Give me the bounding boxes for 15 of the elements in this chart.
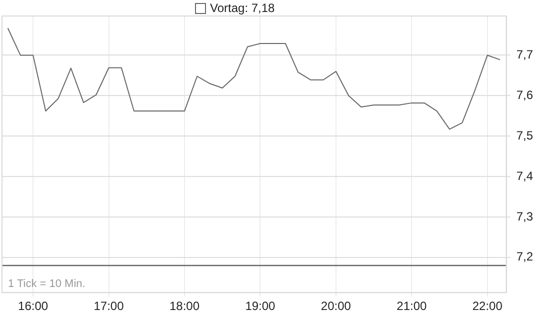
- x-tick-label: 20:00: [320, 299, 352, 314]
- y-tick-label: 7,2: [516, 250, 534, 264]
- x-tick-label: 21:00: [396, 299, 428, 314]
- legend-label: Vortag: 7,18: [210, 1, 275, 15]
- x-tick-label: 18:00: [169, 299, 200, 314]
- y-tick-label: 7,7: [516, 48, 534, 62]
- x-tick-label: 16:00: [18, 299, 48, 314]
- y-tick-label: 7,5: [516, 128, 534, 142]
- y-tick-label: 7,6: [516, 88, 534, 102]
- x-tick-label: 22:00: [472, 299, 503, 314]
- y-tick-label: 7,3: [516, 209, 534, 224]
- x-tick-label: 19:00: [245, 299, 276, 314]
- annotation: 1 Tick = 10 Min.: [8, 278, 86, 290]
- y-tick-label: 7,4: [516, 168, 534, 183]
- x-tick-label: 17:00: [94, 299, 124, 314]
